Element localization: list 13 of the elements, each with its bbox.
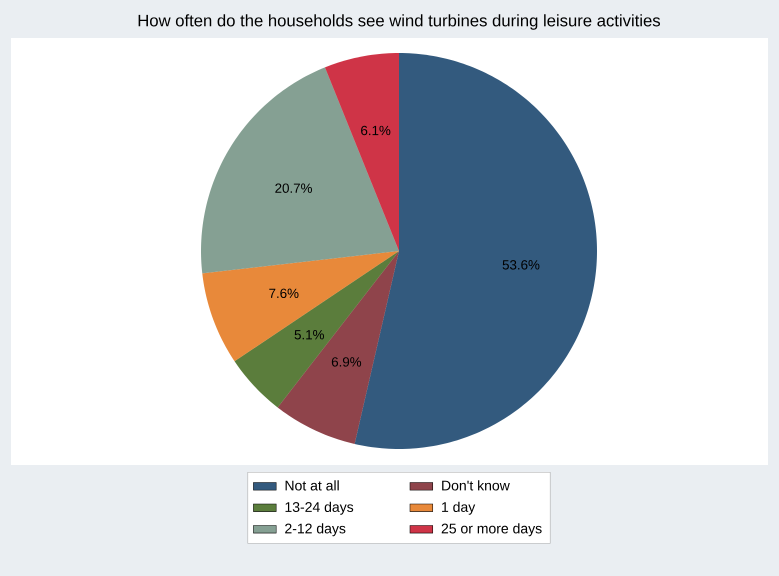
data-label: 5.1% [294, 330, 324, 340]
data-label: 53.6% [502, 260, 540, 270]
data-label: 7.6% [269, 288, 298, 298]
legend-label: Not at all [286, 480, 339, 491]
legend-label: 2-12 days [285, 523, 346, 536]
data-label: 6.9% [332, 357, 362, 367]
legend-label: 1 day [442, 502, 476, 515]
data-label: 20.7% [275, 183, 312, 193]
chart-title: How often do the households see wind turbines during leisure activities [138, 14, 660, 30]
legend-label: 13-24 days [286, 502, 354, 515]
legend-label: 25 or more days [442, 523, 542, 536]
legend-label: Don't know [442, 480, 510, 491]
data-label: 6.1% [361, 126, 390, 136]
